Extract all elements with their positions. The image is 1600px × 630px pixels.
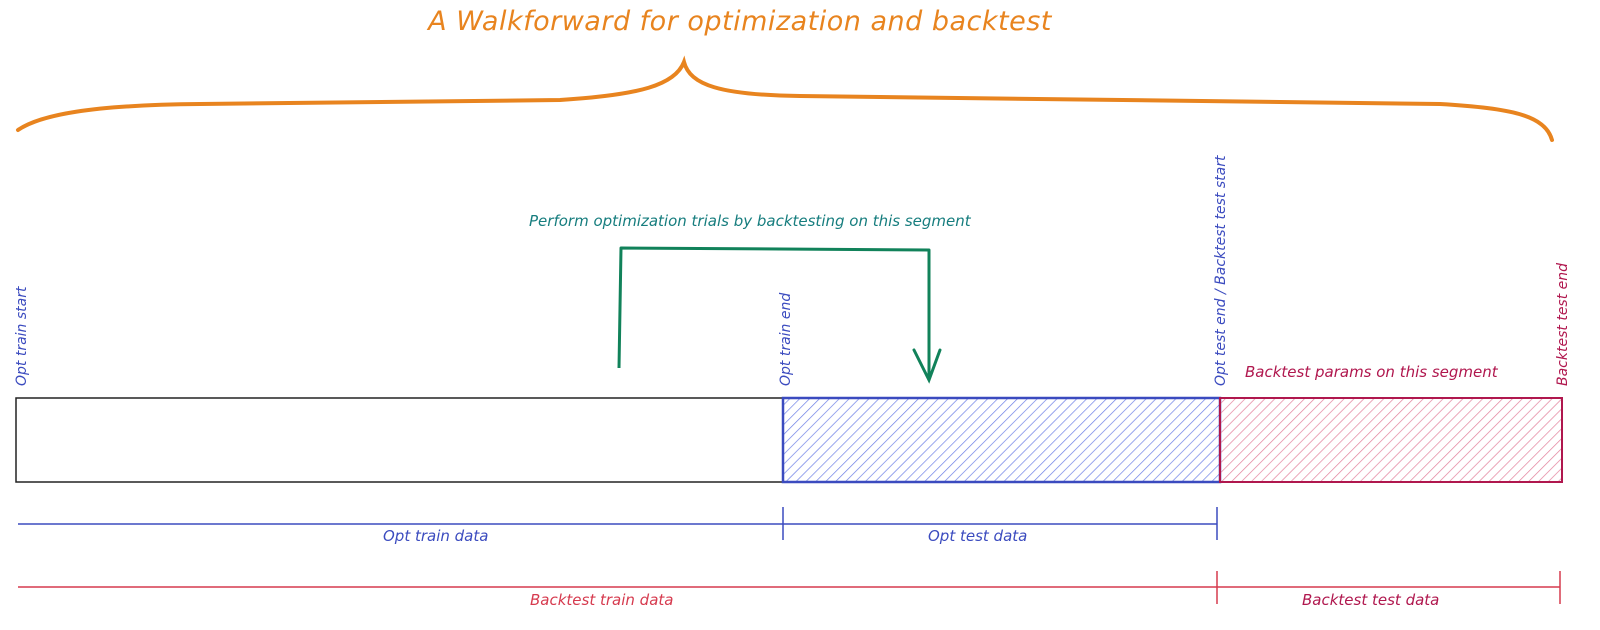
backtest-train-data-label: Backtest train data	[530, 591, 674, 609]
backtest-test-data-label: Backtest test data	[1302, 591, 1440, 609]
opt-test-data-label: Opt test data	[928, 527, 1028, 545]
diagram-title: A Walkforward for optimization and backt…	[428, 6, 1052, 37]
marker-opt-test-end-text: Opt test end / Backtest test start	[1213, 155, 1229, 386]
opt-train-data-label: Opt train data	[383, 527, 489, 545]
marker-opt-train-end: Opt train end	[778, 292, 794, 386]
backtest-test-segment	[1219, 397, 1563, 483]
optimization-note: Perform optimization trials by backtesti…	[529, 212, 971, 230]
backtest-note: Backtest params on this segment	[1245, 363, 1498, 381]
marker-backtest-test-end: Backtest test end	[1555, 262, 1571, 386]
optimization-arrow	[617, 246, 931, 378]
marker-opt-test-end-backtest-start: Opt test end / Backtest test start	[1213, 156, 1229, 386]
optimization-arrow-head	[912, 348, 942, 384]
opt-test-segment	[781, 396, 1222, 484]
overall-brace	[16, 55, 1554, 142]
opt-train-segment	[15, 397, 784, 483]
marker-opt-train-start: Opt train start	[14, 286, 30, 387]
